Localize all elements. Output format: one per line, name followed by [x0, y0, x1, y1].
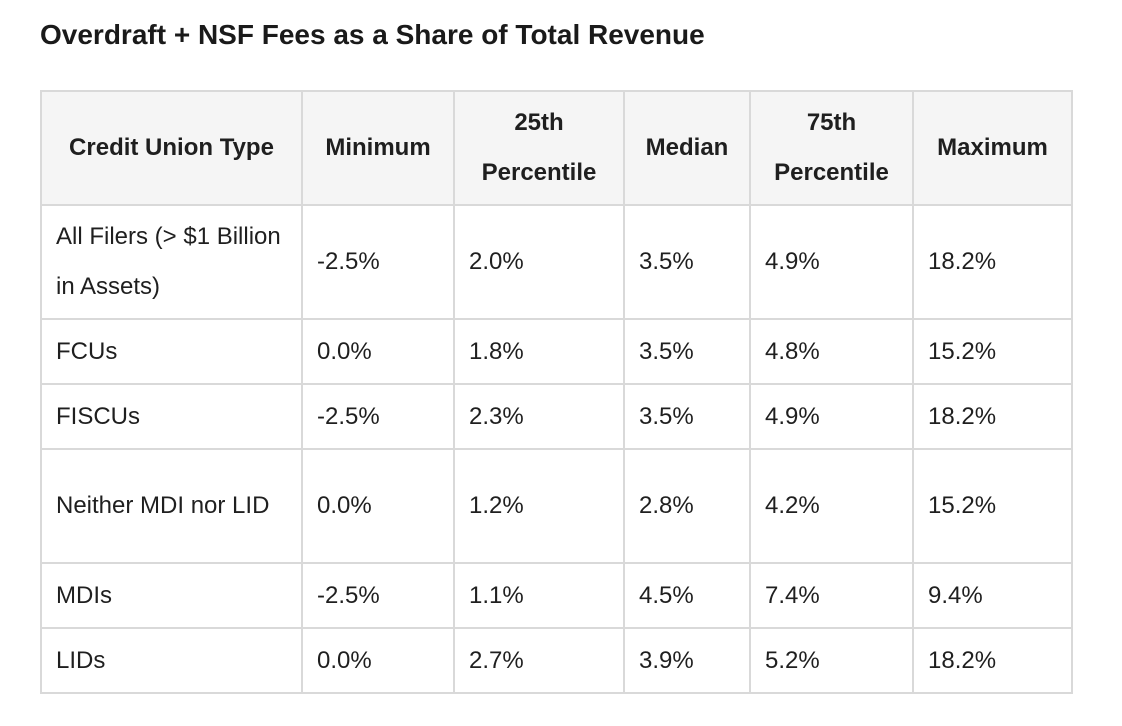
- row-label: Neither MDI nor LID: [40, 448, 303, 564]
- p25-cell: 2.0%: [453, 204, 625, 320]
- fees-table: Credit Union Type Minimum 25th Percentil…: [40, 90, 1073, 694]
- median-cell: 2.8%: [623, 448, 751, 564]
- table-row: All Filers (> $1 Billion in Assets) -2.5…: [40, 204, 1073, 320]
- maximum-cell: 18.2%: [912, 383, 1073, 450]
- p25-cell: 1.2%: [453, 448, 625, 564]
- page-title: Overdraft + NSF Fees as a Share of Total…: [40, 19, 705, 50]
- p25-cell: 2.3%: [453, 383, 625, 450]
- row-label: LIDs: [40, 627, 303, 694]
- table-row: Neither MDI nor LID 0.0% 1.2% 2.8% 4.2% …: [40, 448, 1073, 564]
- header-25th-percentile: 25th Percentile: [453, 90, 625, 206]
- maximum-cell: 18.2%: [912, 627, 1073, 694]
- maximum-cell: 15.2%: [912, 448, 1073, 564]
- p75-cell: 4.8%: [749, 318, 914, 385]
- header-median: Median: [623, 90, 751, 206]
- p75-cell: 4.2%: [749, 448, 914, 564]
- minimum-cell: 0.0%: [301, 318, 455, 385]
- median-cell: 3.5%: [623, 318, 751, 385]
- header-75th-percentile: 75th Percentile: [749, 90, 914, 206]
- p75-cell: 5.2%: [749, 627, 914, 694]
- maximum-cell: 18.2%: [912, 204, 1073, 320]
- minimum-cell: 0.0%: [301, 448, 455, 564]
- median-cell: 4.5%: [623, 562, 751, 629]
- p25-cell: 1.1%: [453, 562, 625, 629]
- table-header-row: Credit Union Type Minimum 25th Percentil…: [40, 90, 1073, 206]
- table-row: FCUs 0.0% 1.8% 3.5% 4.8% 15.2%: [40, 318, 1073, 385]
- table-row: FISCUs -2.5% 2.3% 3.5% 4.9% 18.2%: [40, 383, 1073, 450]
- row-label: FCUs: [40, 318, 303, 385]
- row-label: MDIs: [40, 562, 303, 629]
- row-label: All Filers (> $1 Billion in Assets): [40, 204, 303, 320]
- header-credit-union-type: Credit Union Type: [40, 90, 303, 206]
- minimum-cell: -2.5%: [301, 562, 455, 629]
- median-cell: 3.5%: [623, 383, 751, 450]
- p75-cell: 4.9%: [749, 383, 914, 450]
- table-row: MDIs -2.5% 1.1% 4.5% 7.4% 9.4%: [40, 562, 1073, 629]
- maximum-cell: 15.2%: [912, 318, 1073, 385]
- p75-cell: 7.4%: [749, 562, 914, 629]
- median-cell: 3.5%: [623, 204, 751, 320]
- row-label: FISCUs: [40, 383, 303, 450]
- minimum-cell: -2.5%: [301, 204, 455, 320]
- p25-cell: 2.7%: [453, 627, 625, 694]
- p75-cell: 4.9%: [749, 204, 914, 320]
- maximum-cell: 9.4%: [912, 562, 1073, 629]
- header-maximum: Maximum: [912, 90, 1073, 206]
- minimum-cell: -2.5%: [301, 383, 455, 450]
- header-minimum: Minimum: [301, 90, 455, 206]
- minimum-cell: 0.0%: [301, 627, 455, 694]
- median-cell: 3.9%: [623, 627, 751, 694]
- table-row: LIDs 0.0% 2.7% 3.9% 5.2% 18.2%: [40, 627, 1073, 694]
- p25-cell: 1.8%: [453, 318, 625, 385]
